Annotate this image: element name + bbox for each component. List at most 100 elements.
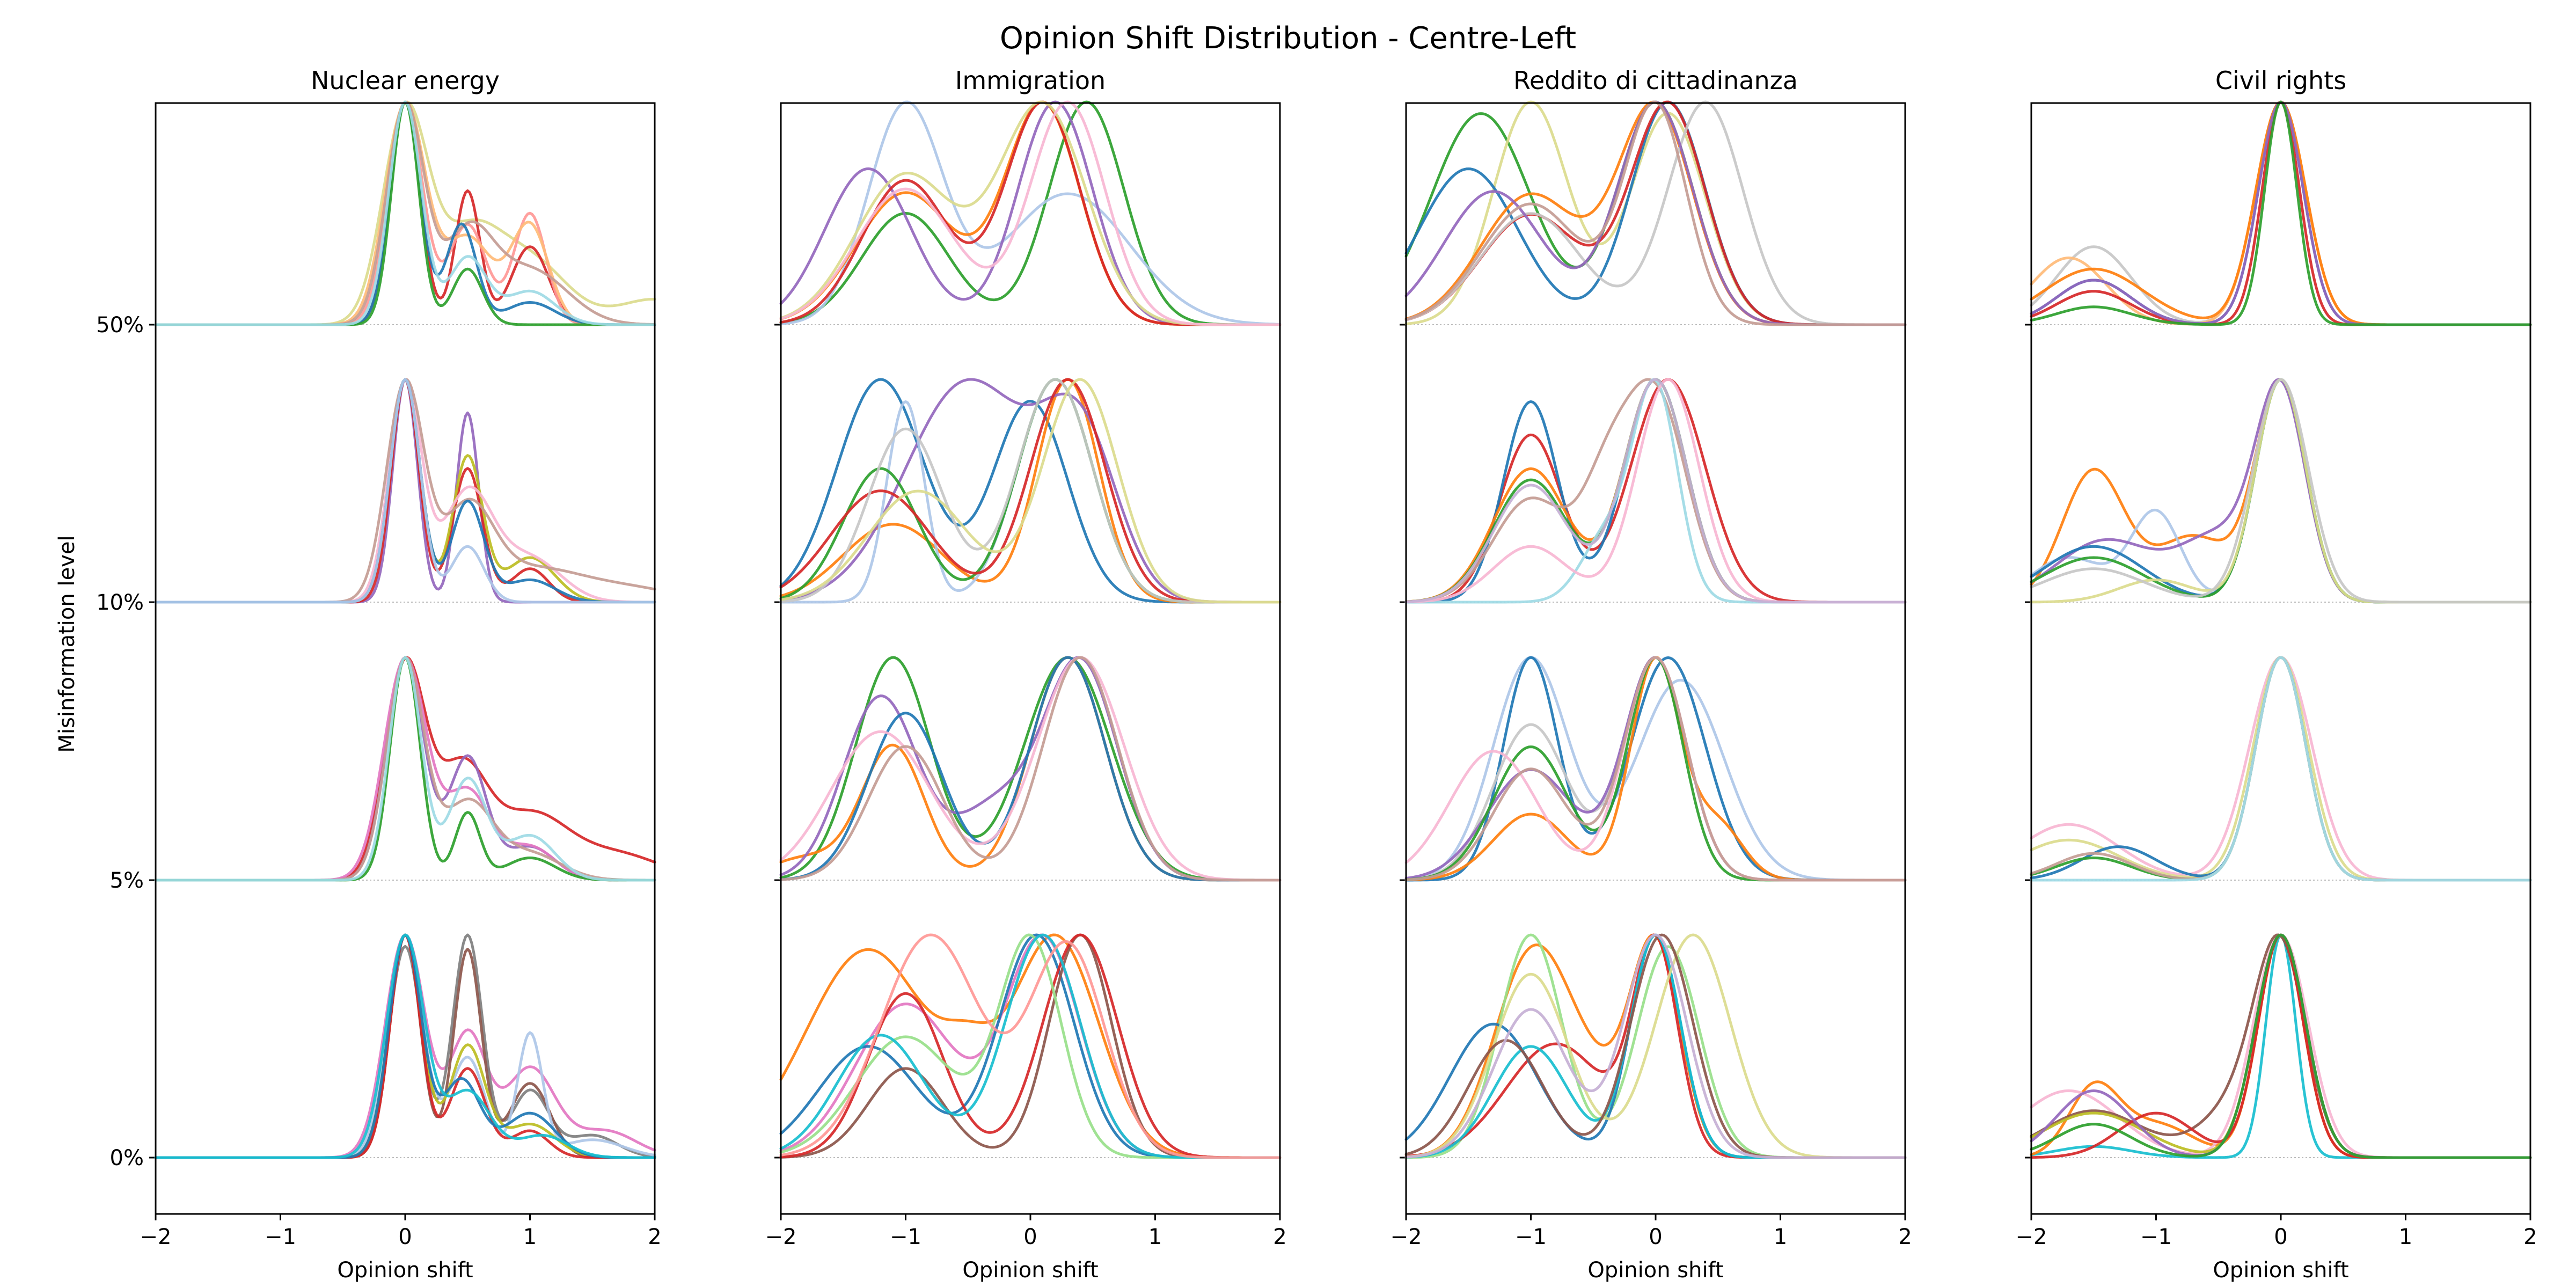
x-tick-label: 0	[1649, 1225, 1662, 1249]
density-curve	[779, 933, 1282, 1159]
density-curve	[779, 933, 1282, 1159]
x-tick-label: 2	[1898, 1225, 1912, 1249]
density-curve	[1404, 100, 1907, 326]
density-curve	[1404, 656, 1907, 882]
y-tick-label: 5%	[110, 868, 144, 893]
density-curve	[2030, 100, 2532, 326]
panel-title: Immigration	[955, 66, 1106, 95]
density-curve	[1404, 378, 1907, 604]
density-curve	[1404, 378, 1907, 604]
x-tick-label: −2	[140, 1225, 172, 1249]
x-tick-label: −1	[890, 1225, 921, 1249]
density-curve	[779, 933, 1282, 1159]
x-tick-label: 0	[2274, 1225, 2287, 1249]
density-curve	[779, 656, 1282, 882]
density-curve	[779, 100, 1282, 326]
density-curve	[1404, 933, 1907, 1159]
density-curve	[154, 100, 656, 326]
density-curve	[1404, 100, 1907, 326]
panels-group: Nuclear energy 0% 5% 10% 50% −2 −1 0 1 2 Opinion s…	[96, 66, 2537, 1283]
density-curve	[1404, 933, 1907, 1159]
density-curve	[1404, 378, 1907, 604]
x-tick-label: 1	[523, 1225, 537, 1249]
x-tick-label: 1	[1774, 1225, 1787, 1249]
density-curve	[154, 378, 656, 604]
density-curve	[2030, 933, 2532, 1159]
x-tick-label: −2	[765, 1225, 797, 1249]
x-tick-label: −2	[1391, 1225, 1422, 1249]
y-tick-label: 50%	[96, 313, 144, 338]
density-curve	[2030, 378, 2532, 604]
density-curve	[2030, 100, 2532, 326]
density-curve	[779, 656, 1282, 882]
x-tick-label: 2	[2523, 1225, 2537, 1249]
density-curve	[154, 100, 656, 326]
density-curve	[2030, 933, 2532, 1159]
density-curve	[154, 933, 656, 1159]
density-curve	[154, 656, 656, 882]
density-curve	[154, 933, 656, 1159]
panel-0: Nuclear energy 0% 5% 10% 50% −2 −1 0 1 2 Opinion s…	[96, 66, 662, 1283]
density-curve	[779, 100, 1282, 326]
x-tick-label: −2	[2016, 1225, 2047, 1249]
density-curve	[154, 378, 656, 604]
density-curve	[154, 100, 656, 326]
panel-title: Civil rights	[2215, 66, 2346, 95]
density-curve	[2030, 933, 2532, 1159]
density-curve	[2030, 933, 2532, 1159]
panel-title: Nuclear energy	[311, 66, 500, 95]
x-axis-label: Opinion shift	[1587, 1258, 1723, 1283]
density-curve	[2030, 100, 2532, 326]
density-curve	[2030, 100, 2532, 326]
density-curve	[779, 656, 1282, 882]
density-curve	[154, 933, 656, 1159]
density-curve	[779, 933, 1282, 1159]
panel-3: Civil rights −2 −1 0 1 2 Opinion shift	[2016, 66, 2537, 1283]
x-tick-label: 1	[2399, 1225, 2412, 1249]
density-curve	[2030, 933, 2532, 1159]
density-curve	[2030, 933, 2532, 1159]
density-curve	[2030, 656, 2532, 882]
density-curve	[2030, 656, 2532, 882]
x-tick-label: 1	[1148, 1225, 1162, 1249]
density-curve	[1404, 656, 1907, 882]
x-tick-label: −1	[2140, 1225, 2172, 1249]
density-curve	[2030, 656, 2532, 882]
density-curve	[1404, 100, 1907, 326]
density-curve	[154, 100, 656, 326]
density-curve	[779, 933, 1282, 1159]
density-curve	[154, 100, 656, 326]
density-curve	[779, 100, 1282, 326]
density-curve	[154, 378, 656, 604]
density-curve	[154, 378, 656, 604]
density-curve	[1404, 100, 1907, 326]
density-curve	[779, 656, 1282, 882]
density-curve	[2030, 656, 2532, 882]
x-axis-label: Opinion shift	[962, 1258, 1098, 1283]
panel-frame	[780, 102, 1281, 1215]
density-curve	[154, 100, 656, 326]
density-curve	[1404, 378, 1907, 604]
density-curve	[779, 378, 1282, 604]
panel-1: Immigration −2 −1 0 1 2 Opinion shift	[765, 66, 1287, 1283]
density-curve	[779, 656, 1282, 882]
x-tick-label: −1	[265, 1225, 296, 1249]
density-curve	[1404, 933, 1907, 1159]
density-curve	[1404, 100, 1907, 326]
x-tick-label: 2	[1273, 1225, 1286, 1249]
density-curve	[1404, 656, 1907, 882]
x-tick-label: 0	[398, 1225, 412, 1249]
density-curve	[154, 933, 656, 1159]
density-curve	[1404, 656, 1907, 882]
density-curve	[2030, 656, 2532, 882]
density-curve	[1404, 100, 1907, 326]
density-curve	[1404, 656, 1907, 882]
density-curve	[1404, 656, 1907, 882]
density-curve	[1404, 933, 1907, 1159]
panel-2: Reddito di cittadinanza −2 −1 0 1 2 Opinion sh…	[1391, 66, 1912, 1283]
density-curve	[779, 933, 1282, 1159]
y-axis-label: Misinformation level	[55, 535, 79, 752]
density-curve	[154, 933, 656, 1159]
x-tick-label: −1	[1515, 1225, 1547, 1249]
